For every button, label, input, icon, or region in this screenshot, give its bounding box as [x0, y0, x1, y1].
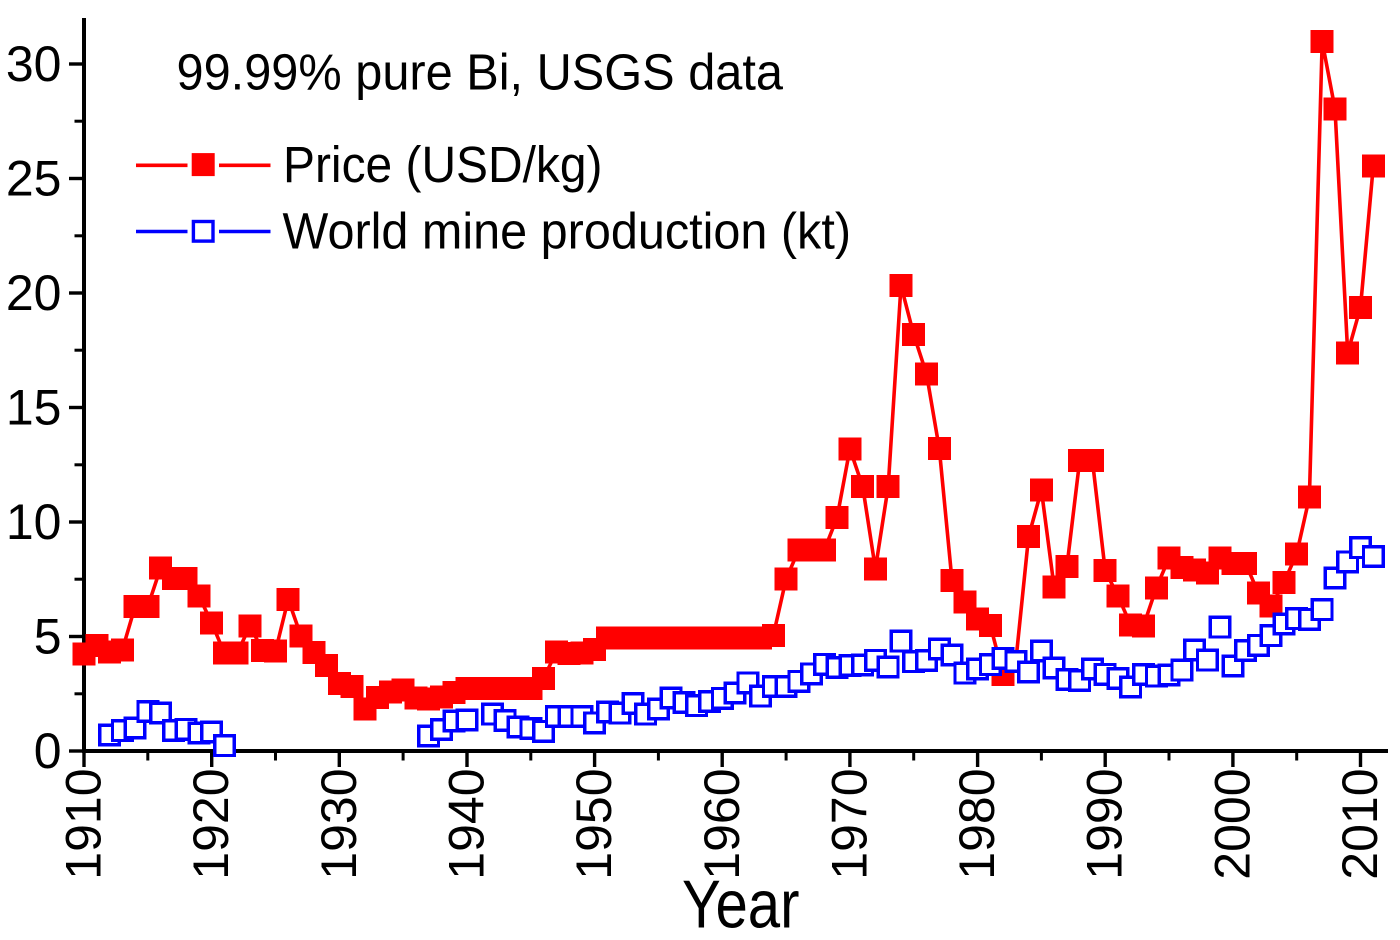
svg-text:1980: 1980 — [949, 769, 1005, 880]
svg-text:1970: 1970 — [821, 769, 877, 880]
svg-text:10: 10 — [6, 494, 62, 550]
svg-text:15: 15 — [6, 380, 62, 436]
svg-text:99.99% pure Bi, USGS data: 99.99% pure Bi, USGS data — [177, 44, 784, 101]
svg-text:Price (USD/kg): Price (USD/kg) — [283, 136, 603, 193]
svg-text:World mine production (kt): World mine production (kt) — [283, 203, 852, 260]
svg-text:1930: 1930 — [311, 769, 367, 880]
svg-text:1990: 1990 — [1077, 769, 1133, 880]
svg-text:1940: 1940 — [439, 769, 495, 880]
svg-text:1910: 1910 — [56, 769, 112, 880]
svg-text:20: 20 — [6, 265, 62, 321]
svg-text:5: 5 — [34, 609, 62, 665]
svg-text:Year: Year — [682, 867, 800, 940]
svg-text:30: 30 — [6, 36, 62, 92]
svg-text:25: 25 — [6, 151, 62, 207]
svg-text:2010: 2010 — [1332, 769, 1388, 880]
svg-text:0: 0 — [34, 723, 62, 779]
svg-text:2000: 2000 — [1204, 769, 1260, 880]
svg-text:1960: 1960 — [694, 769, 750, 880]
svg-text:1950: 1950 — [566, 769, 622, 880]
svg-text:1920: 1920 — [183, 769, 239, 880]
